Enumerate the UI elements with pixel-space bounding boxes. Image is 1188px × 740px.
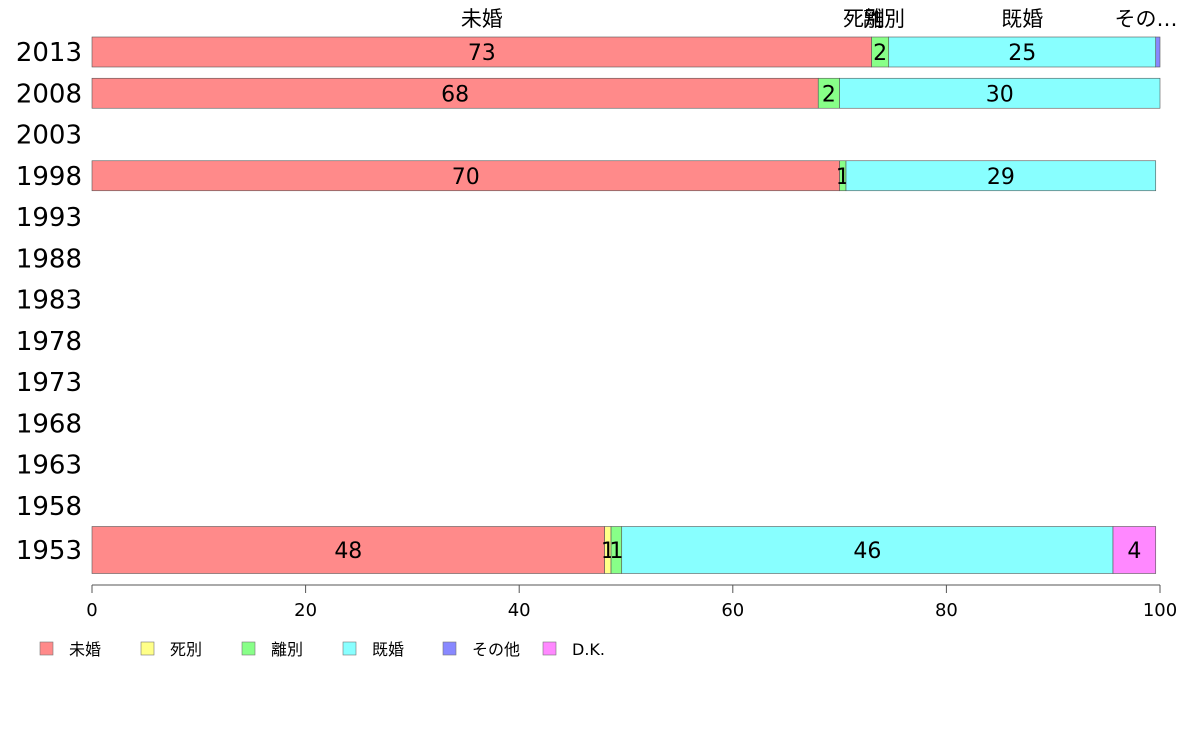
year-label-1998: 1998 [16, 162, 82, 192]
bar-value-label-2013-未婚: 73 [468, 41, 496, 66]
year-label-2008: 2008 [16, 79, 82, 109]
bar-1953-D.K. [1112, 526, 1157, 574]
legend-swatch-D.K. [542, 641, 557, 656]
bar-value-label-2013-既婚: 25 [1008, 41, 1036, 66]
x-tick-label-40: 40 [508, 600, 531, 621]
bar-2013-その他 [1155, 36, 1161, 68]
legend-swatch-死別 [140, 641, 155, 656]
year-label-1958: 1958 [16, 492, 82, 522]
bar-value-label-2008-既婚: 30 [986, 82, 1014, 107]
x-tick-label-100: 100 [1143, 600, 1177, 621]
legend-label-その他: その他 [472, 640, 520, 659]
bar-value-label-1953-既婚: 46 [853, 539, 881, 564]
top-label-1: 死別 [843, 7, 885, 31]
legend: 未婚 死別 離別 既婚 その他 D.K. [39, 640, 605, 659]
bar-value-label-1953-未婚: 48 [334, 539, 362, 564]
year-label-1978: 1978 [16, 327, 82, 357]
legend-swatch-その他 [442, 641, 457, 656]
year-axis-labels: 2013 2008 2003 1998 1993 1988 1983 1978 1973 1968… [16, 38, 82, 566]
bar-1998-未婚 [91, 160, 840, 192]
bar-value-label-2008-離別: 2 [822, 82, 836, 107]
bar-2008-既婚 [839, 77, 1161, 109]
bar-2013-未婚 [91, 36, 872, 68]
year-label-1993: 1993 [16, 203, 82, 233]
top-label-3: 既婚 [1001, 7, 1043, 31]
year-label-2003: 2003 [16, 121, 82, 151]
bar-value-label-1998-未婚: 70 [452, 165, 480, 190]
bar-value-label-1953-D.K.: 4 [1127, 539, 1141, 564]
bar-1953-未婚 [91, 526, 605, 574]
bar-value-label-2013-離別: 2 [873, 41, 887, 66]
year-label-2013: 2013 [16, 38, 82, 68]
year-label-1968: 1968 [16, 409, 82, 439]
top-label-2: 離別 [863, 7, 905, 31]
legend-swatch-既婚 [342, 641, 357, 656]
year-label-1953: 1953 [16, 536, 82, 566]
legend-label-D.K.: D.K. [572, 640, 605, 659]
x-axis: 0 20 40 60 80 100 [86, 584, 1177, 621]
x-tick-label-0: 0 [86, 600, 97, 621]
bar-value-label-2008-未婚: 68 [441, 82, 469, 107]
year-label-1983: 1983 [16, 286, 82, 316]
x-tick-label-80: 80 [935, 600, 958, 621]
x-tick-label-60: 60 [721, 600, 744, 621]
bar-1998-既婚 [845, 160, 1157, 192]
x-tick-label-20: 20 [294, 600, 317, 621]
year-label-1988: 1988 [16, 244, 82, 274]
legend-label-死別: 死別 [170, 640, 202, 659]
legend-label-既婚: 既婚 [372, 640, 404, 659]
legend-swatch-離別 [241, 641, 256, 656]
bar-1953-既婚 [621, 526, 1114, 574]
bar-value-label-1953-離別: 1 [609, 539, 623, 564]
year-label-1963: 1963 [16, 451, 82, 481]
year-label-1973: 1973 [16, 368, 82, 398]
bar-value-label-1998-既婚: 29 [987, 165, 1015, 190]
legend-label-未婚: 未婚 [69, 640, 101, 659]
legend-swatch-未婚 [39, 641, 54, 656]
top-label-0: 未婚 [461, 7, 503, 31]
legend-label-離別: 離別 [271, 640, 303, 659]
top-label-4: その… [1115, 7, 1178, 31]
